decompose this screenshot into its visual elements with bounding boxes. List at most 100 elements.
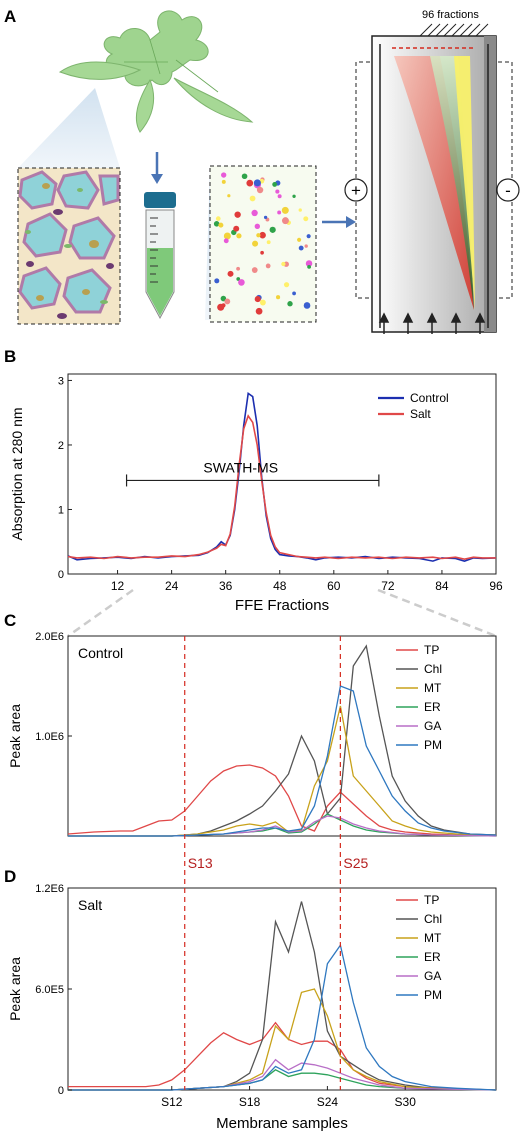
leaf-right xyxy=(173,77,254,123)
x-tick-label: 12 xyxy=(111,579,125,593)
centrifuge-tube xyxy=(144,192,176,320)
legend-label-pm: PM xyxy=(424,988,442,1002)
chart-c: 2.0E6 1.0E6 Peak area Control TP Chl MT ER GA PM xyxy=(7,631,497,837)
particle xyxy=(227,270,234,277)
svg-text:-: - xyxy=(505,181,511,200)
zoom-beam-cells xyxy=(18,88,120,168)
chart-d: S12 S18 S24 S30 1.2E6 6.0E5 0 Peak area Membrane… xyxy=(7,883,497,1132)
particle xyxy=(221,179,226,184)
x-tick-label: 36 xyxy=(219,579,233,593)
panel-letter-c: C xyxy=(4,611,16,630)
cell-tissue-illustration xyxy=(17,167,121,325)
x-axis-label: Membrane samples xyxy=(216,1115,348,1132)
legend-label-mt: MT xyxy=(424,931,442,945)
arrow-plant-to-tube xyxy=(151,152,163,184)
particle xyxy=(259,299,266,306)
legend-label-er: ER xyxy=(424,700,441,714)
particle xyxy=(255,307,263,315)
particle xyxy=(236,266,241,271)
x-tick-label: 84 xyxy=(435,579,449,593)
particle xyxy=(254,223,260,229)
plant-illustration xyxy=(58,10,254,133)
panel-d: D S12 S18 S24 S30 1.2E6 6.0E5 0 Peak area Membra… xyxy=(4,867,497,1132)
particle xyxy=(303,302,311,309)
particle xyxy=(277,210,282,215)
panel-letter-b: B xyxy=(4,347,16,366)
particle xyxy=(269,226,276,233)
particle xyxy=(238,279,245,286)
y-axis-label: Peak area xyxy=(7,957,23,1021)
particle xyxy=(263,215,268,219)
particle xyxy=(305,260,313,267)
legend-label-mt: MT xyxy=(424,681,442,695)
anode-symbol xyxy=(344,178,368,202)
particle xyxy=(256,233,261,238)
particle xyxy=(304,244,308,248)
y-tick-label: 6.0E5 xyxy=(35,984,64,996)
series-line-control xyxy=(67,391,497,562)
ffe-chamber: 96 fractions + - xyxy=(344,9,520,334)
particle xyxy=(298,208,302,212)
particle xyxy=(241,173,248,180)
particle xyxy=(223,238,229,244)
particle xyxy=(214,278,220,284)
particle xyxy=(292,291,296,296)
legend-label-ga: GA xyxy=(424,719,441,733)
particle xyxy=(236,277,241,281)
particle xyxy=(252,240,259,247)
leaf-left xyxy=(58,61,142,80)
x-axis-label: FFE Fractions xyxy=(235,597,329,614)
particle xyxy=(213,221,220,227)
cathode-symbol xyxy=(496,178,520,202)
panel-letter-d: D xyxy=(4,867,16,886)
sample-markers: S13 S25 xyxy=(184,636,368,1090)
marker-label-s13: S13 xyxy=(188,855,213,871)
panel-c: C 2.0E6 1.0E6 Peak area Control TP Chl MT ER GA P… xyxy=(4,611,497,837)
fractions-label: 96 fractions xyxy=(422,9,479,21)
particle xyxy=(307,264,312,269)
particle xyxy=(221,303,226,308)
x-tick-label: S12 xyxy=(161,1095,183,1109)
tube-cap xyxy=(144,192,176,208)
panel-a: A xyxy=(4,7,520,334)
legend-label-chl: Chl xyxy=(424,912,442,926)
series-line-salt xyxy=(67,414,496,561)
legend-label-chl: Chl xyxy=(424,662,442,676)
x-tick-label: 60 xyxy=(327,579,341,593)
y-axis-label: Absorption at 280 nm xyxy=(9,407,25,540)
svg-text:+: + xyxy=(351,181,361,200)
y-tick-label: 1 xyxy=(58,504,64,516)
particle xyxy=(272,182,278,187)
tube-liquid xyxy=(147,248,173,316)
particle xyxy=(234,211,241,218)
series-line-pm xyxy=(68,943,497,1091)
chart-title: Control xyxy=(78,645,123,661)
particle xyxy=(276,295,281,300)
particle xyxy=(266,240,271,245)
legend-label-pm: PM xyxy=(424,738,442,752)
arrow-to-ffe xyxy=(322,216,356,228)
particle xyxy=(298,245,304,251)
legend-label-er: ER xyxy=(424,950,441,964)
y-tick-label: 1.0E6 xyxy=(35,731,64,743)
x-tick-label: S30 xyxy=(395,1095,417,1109)
particle xyxy=(292,194,296,198)
particle xyxy=(236,233,242,239)
particle xyxy=(254,296,261,303)
particle xyxy=(281,261,286,267)
particle xyxy=(260,250,264,255)
particle xyxy=(218,222,224,228)
membrane-particles-illustration xyxy=(209,165,317,323)
y-tick-label: 1.2E6 xyxy=(35,883,64,895)
particle xyxy=(251,267,258,273)
y-tick-label: 0 xyxy=(58,569,64,581)
zoom-connectors xyxy=(67,588,497,638)
legend-label-control: Control xyxy=(410,391,449,405)
series-line-er xyxy=(68,813,497,837)
series-line-ga xyxy=(68,1058,497,1091)
leaf-bottom xyxy=(135,78,155,133)
particle xyxy=(306,234,311,239)
particle xyxy=(246,179,254,187)
particle xyxy=(297,237,302,242)
